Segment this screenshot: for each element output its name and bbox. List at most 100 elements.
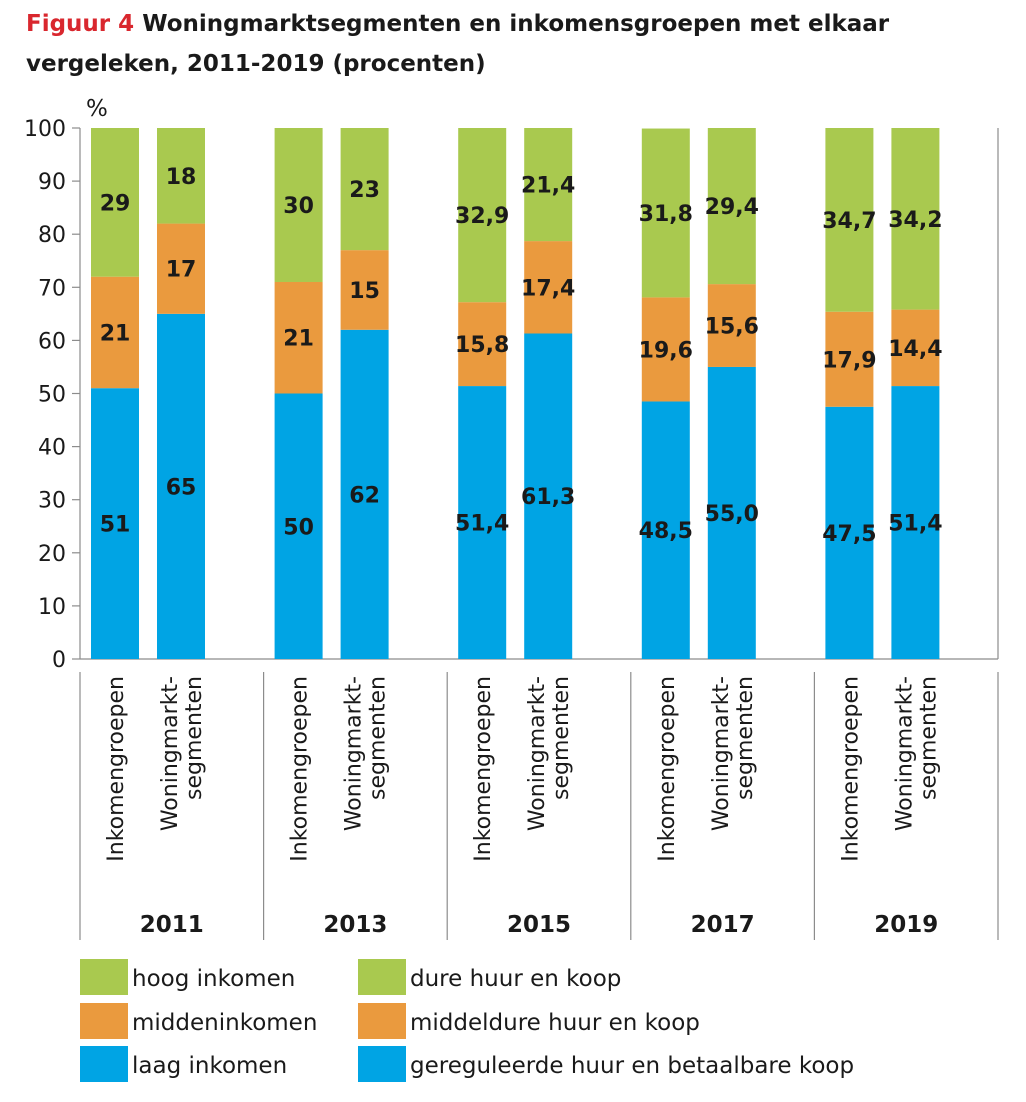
y-tick-label: 40 xyxy=(38,436,66,461)
y-tick-label: 80 xyxy=(38,223,66,248)
bar-segment-laag xyxy=(524,333,573,659)
bar-segment-laag xyxy=(707,366,756,659)
legend-label: hoog inkomen xyxy=(132,966,296,992)
x-category-label-line: Woningmarkt- xyxy=(342,676,367,831)
bar-segment-hoog xyxy=(157,128,205,224)
legend-label: middeldure huur en koop xyxy=(410,1010,700,1036)
bar-segment-laag xyxy=(641,401,690,659)
y-tick-label: 100 xyxy=(24,117,66,142)
bar-segment-hoog xyxy=(524,128,573,242)
bar-segment-hoog xyxy=(274,128,323,282)
bar-segment-midden xyxy=(524,241,573,334)
x-category-label: Woningmarkt-segmenten xyxy=(892,676,941,831)
bar-segment-midden xyxy=(157,223,205,314)
x-category-label: Inkomengroepen xyxy=(655,676,680,862)
x-category-label-line: Inkomengroepen xyxy=(838,676,863,862)
data-label: 15,8 xyxy=(455,333,509,358)
y-tick-label: 30 xyxy=(38,489,66,514)
bar-segment-laag xyxy=(340,329,389,659)
x-category-label: Inkomengroepen xyxy=(838,676,863,862)
data-label: 48,5 xyxy=(639,519,693,544)
bar-segment-midden xyxy=(641,297,690,402)
bar-segment-laag xyxy=(891,386,940,659)
data-label: 31,8 xyxy=(639,202,693,227)
x-category-label-line: segmenten xyxy=(182,676,207,800)
bar-segment-midden xyxy=(91,276,139,389)
x-category-label: Woningmarkt-segmenten xyxy=(525,676,574,831)
data-label: 50 xyxy=(283,515,314,540)
data-label: 17 xyxy=(166,258,197,283)
stacked-bar-chart: % 0 10 20 30 40 50 60 70 80 90 100 51 21 29 Inkomengroe… xyxy=(24,96,999,940)
data-label: 61,3 xyxy=(521,485,575,510)
x-category-label: Woningmarkt-segmenten xyxy=(158,676,207,831)
x-category-label-line: segmenten xyxy=(733,676,758,800)
data-label: 18 xyxy=(166,165,197,190)
y-tick-label: 60 xyxy=(38,329,66,354)
data-label: 21 xyxy=(100,321,131,346)
bar-segment-midden xyxy=(891,309,940,387)
legend-label: laag inkomen xyxy=(132,1053,288,1079)
bar-segment-laag xyxy=(157,313,205,659)
bar-segment-laag xyxy=(274,393,323,659)
data-label: 30 xyxy=(283,194,314,219)
x-category-label: Inkomengroepen xyxy=(288,676,313,862)
x-category-label-line: Woningmarkt- xyxy=(525,676,550,831)
x-category-label-line: Inkomengroepen xyxy=(288,676,313,862)
data-label: 21 xyxy=(283,327,314,352)
data-label: 51,4 xyxy=(888,512,942,537)
legend-swatch-midden xyxy=(358,1003,406,1039)
y-axis-label: % xyxy=(86,96,108,122)
y-tick-label: 20 xyxy=(38,542,66,567)
legend-label: middeninkomen xyxy=(132,1010,318,1036)
bar-segment-hoog xyxy=(91,128,139,277)
data-label: 29,4 xyxy=(705,195,759,220)
group-label-year: 2015 xyxy=(507,912,571,938)
legend-swatch-laag xyxy=(80,1046,128,1082)
data-label: 23 xyxy=(349,178,380,203)
bar-segment-laag xyxy=(825,406,874,659)
data-label: 51,4 xyxy=(455,512,509,537)
data-label: 14,4 xyxy=(888,337,942,362)
bar-segment-laag xyxy=(458,386,507,659)
x-category-label-line: segmenten xyxy=(549,676,574,800)
y-tick-label: 50 xyxy=(38,383,66,408)
legend-swatch-hoog xyxy=(80,959,128,995)
bar-segment-laag xyxy=(91,388,139,659)
data-label: 17,9 xyxy=(822,348,876,373)
data-label: 55,0 xyxy=(705,502,759,527)
group-label-year: 2017 xyxy=(691,912,755,938)
legend-swatch-laag xyxy=(358,1046,406,1082)
data-label: 19,6 xyxy=(639,338,693,363)
group-label-year: 2013 xyxy=(323,912,387,938)
bar-segment-hoog xyxy=(891,128,940,310)
x-category-label-line: Inkomengroepen xyxy=(655,676,680,862)
bar-segment-hoog xyxy=(458,128,507,303)
y-tick-label: 0 xyxy=(52,648,66,673)
legend-label: dure huur en koop xyxy=(410,966,622,992)
bar-segment-hoog xyxy=(825,128,874,312)
x-category-label-line: Inkomengroepen xyxy=(471,676,496,862)
x-category-label-line: Woningmarkt- xyxy=(158,676,183,831)
x-category-label-line: Woningmarkt- xyxy=(709,676,734,831)
data-label: 51 xyxy=(100,513,131,538)
bar-segment-midden xyxy=(707,284,756,367)
bar-segment-hoog xyxy=(340,128,389,251)
y-tick-label: 90 xyxy=(38,170,66,195)
x-category-label: Inkomengroepen xyxy=(104,676,129,862)
data-label: 15,6 xyxy=(705,315,759,340)
bar-segment-midden xyxy=(825,311,874,407)
bar-segment-midden xyxy=(458,302,507,387)
bar-segment-midden xyxy=(340,250,389,330)
x-category-label-line: Woningmarkt- xyxy=(892,676,917,831)
data-label: 62 xyxy=(349,483,380,508)
y-tick-label: 10 xyxy=(38,595,66,620)
bar-segment-hoog xyxy=(641,128,690,298)
x-category-label-line: Inkomengroepen xyxy=(104,676,129,862)
group-label-year: 2019 xyxy=(874,912,938,938)
legend-label: gereguleerde huur en betaalbare koop xyxy=(410,1053,855,1079)
bar-segment-midden xyxy=(274,281,323,394)
bar-segment-hoog xyxy=(707,128,756,285)
data-label: 34,7 xyxy=(822,209,876,234)
data-label: 21,4 xyxy=(521,174,575,199)
data-label: 65 xyxy=(166,475,197,500)
